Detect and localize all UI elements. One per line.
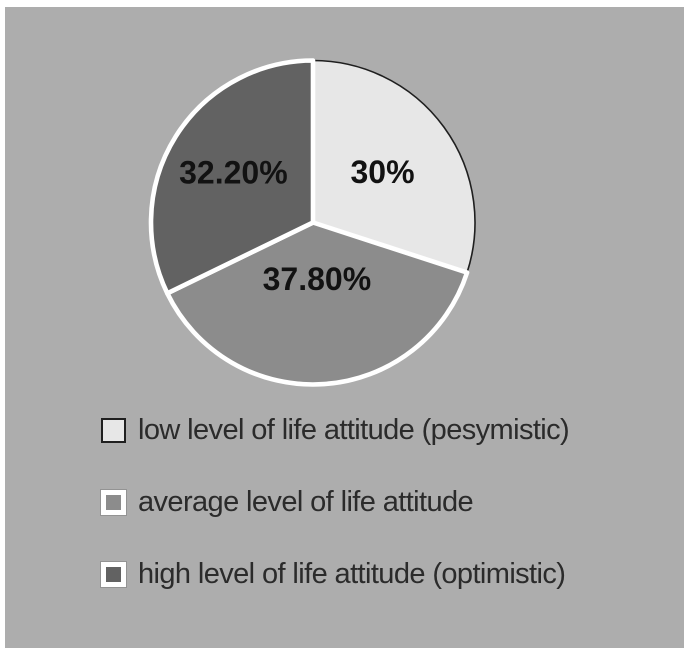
pie-slice-2 bbox=[148, 58, 316, 296]
pie-slice-label: 37.80% bbox=[263, 261, 372, 297]
pie-slice-label: 32.20% bbox=[179, 155, 288, 191]
pie-slice-1 bbox=[165, 220, 470, 387]
pie-slice-label: 30% bbox=[350, 154, 414, 190]
pie-slice-0 bbox=[312, 59, 476, 274]
